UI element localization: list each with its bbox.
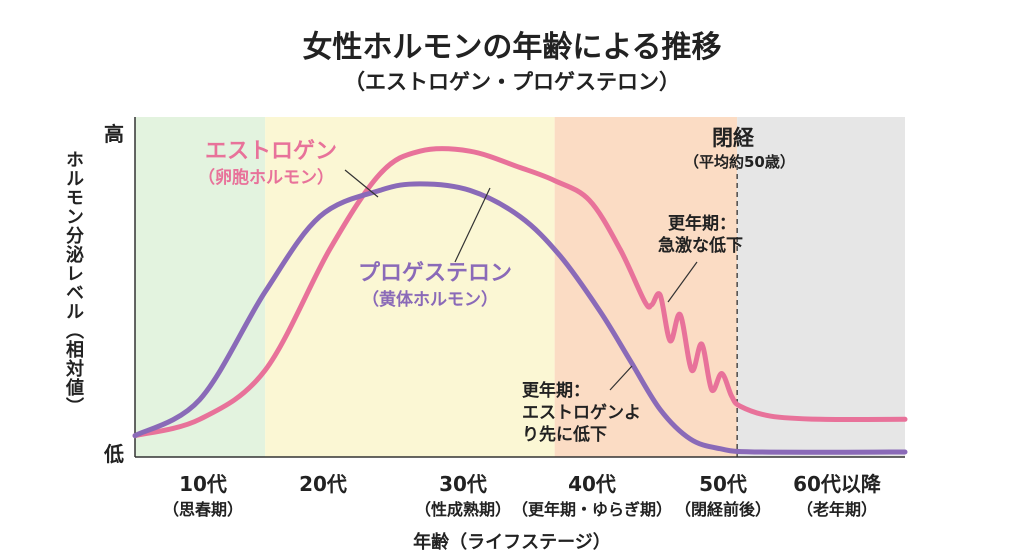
x-tick-60s-sub: （老年期）: [796, 500, 877, 519]
x-tick-50s-sub: （閉経前後）: [674, 500, 771, 519]
estrogen-label: エストロゲン: [205, 139, 338, 164]
leader-line: [454, 187, 491, 263]
x-tick-30s: 30代: [439, 472, 487, 496]
progesterone-drop-note: 更年期： エストロゲンよ り先に低下: [522, 380, 641, 446]
x-axis-label: 年齢（ライフステージ）: [413, 532, 611, 553]
x-tick-10s-sub: （思春期）: [162, 500, 243, 519]
estrogen-sublabel: （卵胞ホルモン）: [198, 168, 334, 188]
estrogen-line: [132, 146, 908, 439]
stage-band: [265, 117, 555, 457]
note-line: り先に低下: [522, 425, 607, 445]
y-tick-low: 低: [104, 442, 124, 466]
x-tick-20s: 20代: [299, 472, 347, 496]
stage-band: [737, 117, 905, 457]
note-line: 更年期：: [522, 381, 590, 401]
menopause-sublabel: （平均約50歳）: [684, 153, 795, 171]
x-tick-10s: 10代: [179, 472, 227, 496]
leader-line: [344, 169, 379, 198]
y-tick-high: 高: [104, 122, 124, 146]
x-tick-40s-sub: （更年期・ゆらぎ期）: [511, 500, 672, 519]
progesterone-line: [132, 181, 908, 455]
chart-title: 女性ホルモンの年齢による推移: [302, 30, 722, 65]
progesterone-label: プロゲステロン: [358, 261, 513, 286]
x-tick-50s: 50代: [699, 472, 747, 496]
x-tick-30s-sub: （性成熟期）: [414, 500, 511, 519]
note-line: エストロゲンよ: [522, 403, 641, 423]
y-axis-label: ホルモン分泌レベル（相対値）: [63, 150, 84, 416]
leader-line: [667, 261, 698, 303]
leader-line: [609, 365, 633, 391]
note-line: 急激な低下: [658, 236, 743, 256]
x-tick-40s: 40代: [568, 472, 616, 496]
x-tick-60s: 60代以降: [793, 472, 881, 496]
progesterone-sublabel: （黄体ホルモン）: [362, 290, 498, 310]
chart-subtitle: （エストロゲン・プロゲステロン）: [344, 70, 680, 94]
note-line: 更年期：: [668, 214, 736, 234]
menopause-label: 閉経: [712, 126, 754, 150]
estrogen-drop-note: 更年期： 急激な低下: [658, 213, 743, 257]
